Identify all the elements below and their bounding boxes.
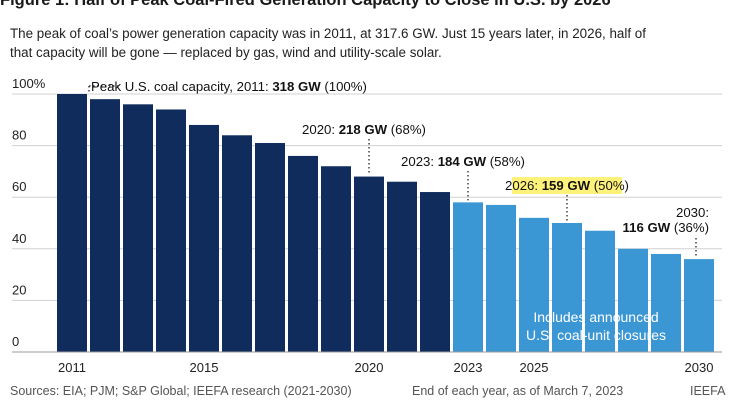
bar-2025	[519, 217, 549, 352]
projection-note-line2: U.S. coal-unit closures	[526, 327, 666, 343]
x-tick-label: 2020	[355, 360, 384, 375]
projection-note-line1: Includes announced	[533, 309, 658, 325]
annotation-2026: 2026: 159 GW (50%)	[505, 178, 629, 193]
bar-2023	[453, 202, 483, 352]
annotation-highlight	[512, 177, 622, 194]
y-tick-label: 80	[12, 128, 26, 143]
bar-2021	[387, 181, 417, 352]
y-tick-label: 100%	[12, 76, 46, 91]
as-of-note: End of each year, as of March 7, 2023	[412, 384, 624, 398]
annotation-2023: 2023: 184 GW (58%)	[401, 154, 525, 169]
x-tick-label: 2011	[58, 360, 86, 375]
annotation-2020: 2020: 218 GW (68%)	[302, 122, 426, 137]
bar-2016	[222, 135, 252, 352]
source-note: Sources: EIA; PJM; S&P Global; IEEFA res…	[10, 384, 352, 398]
subtitle-line-1: The peak of coal’s power generation capa…	[10, 26, 646, 41]
y-tick-label: 0	[12, 334, 19, 349]
bar-2029	[651, 253, 681, 352]
bar-2019	[321, 166, 351, 352]
annotation-peak: Peak U.S. coal capacity, 2011: 318 GW (1…	[91, 79, 367, 94]
bar-2030	[684, 259, 714, 352]
x-tick-label: 2015	[190, 360, 219, 375]
bar-2026	[552, 223, 582, 352]
y-tick-label: 60	[12, 179, 26, 194]
bar-2022	[420, 192, 450, 352]
bar-2014	[156, 109, 186, 352]
annotation-2030-line1: 2030:	[676, 205, 709, 220]
bar-2017	[255, 143, 285, 352]
bar-2011	[57, 94, 87, 352]
chart-title: Figure 1: Half of Peak Coal-Fired Genera…	[0, 0, 611, 9]
bar-2024	[486, 204, 516, 352]
bar-2028	[618, 248, 648, 352]
bar-2020	[354, 176, 384, 352]
subtitle-line-2: that capacity will be gone — replaced by…	[10, 45, 442, 60]
annotation-2030-line2: 116 GW (36%)	[623, 220, 710, 235]
x-tick-label: 2025	[520, 360, 549, 375]
brand-label: IEEFA	[690, 384, 726, 398]
x-tick-label: 2030	[685, 360, 714, 375]
bar-2027	[585, 230, 615, 352]
bar-2018	[288, 155, 318, 352]
bar-2012	[90, 99, 120, 352]
x-tick-label: 2023	[454, 360, 483, 375]
y-tick-label: 20	[12, 282, 26, 297]
bar-2013	[123, 104, 153, 352]
bar-2015	[189, 124, 219, 353]
y-tick-label: 40	[12, 231, 26, 246]
